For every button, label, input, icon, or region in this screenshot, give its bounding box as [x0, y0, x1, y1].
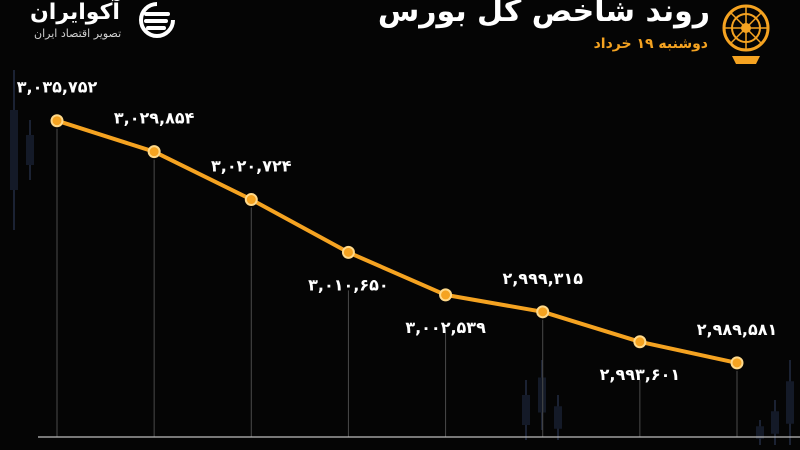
data-label: ۳,۰۰۲,۵۳۹ — [405, 318, 486, 337]
drop-lines — [56, 128, 738, 437]
data-point — [50, 114, 64, 128]
data-point — [341, 245, 355, 259]
data-label: ۳,۰۱۰,۶۵۰ — [308, 275, 389, 294]
data-point — [147, 145, 161, 159]
background-candle — [522, 380, 530, 440]
stock-exchange-emblem-icon — [722, 4, 770, 64]
data-points — [50, 114, 744, 370]
data-label: ۲,۹۹۳,۶۰۱ — [600, 365, 681, 384]
brand-tagline: تصویر اقتصاد ایران — [34, 27, 122, 40]
background-candles — [10, 70, 794, 445]
data-labels: ۳,۰۳۵,۷۵۲ ۳,۰۲۹,۸۵۴ ۳,۰۲۰,۷۲۴ ۳,۰۱۰,۶۵۰ ۳,۰۰… — [17, 78, 778, 384]
data-point — [244, 193, 258, 207]
background-candle — [771, 400, 779, 445]
background-candle — [26, 120, 34, 180]
chart-title: روند شاخص کل بورس — [377, 0, 710, 29]
data-label: ۲,۹۹۹,۳۱۵ — [502, 269, 583, 288]
data-point — [730, 356, 744, 370]
data-label: ۳,۰۲۰,۷۲۴ — [211, 157, 292, 176]
brand-logo-icon — [139, 2, 175, 38]
data-label: ۲,۹۸۹,۵۸۱ — [697, 320, 778, 339]
series-line — [55, 118, 739, 365]
background-candle — [10, 70, 18, 230]
background-candle — [554, 395, 562, 440]
data-label: ۳,۰۳۵,۷۵۲ — [17, 78, 98, 97]
chart-date: دوشنبه ۱۹ خرداد — [593, 36, 708, 52]
data-point — [439, 288, 453, 302]
background-candle — [538, 360, 546, 430]
data-label: ۳,۰۲۹,۸۵۴ — [114, 109, 195, 128]
background-candle — [786, 360, 794, 445]
brand-name: آکوایران — [30, 0, 120, 25]
data-point — [536, 305, 550, 319]
data-point — [633, 335, 647, 349]
background-candle — [756, 420, 764, 445]
